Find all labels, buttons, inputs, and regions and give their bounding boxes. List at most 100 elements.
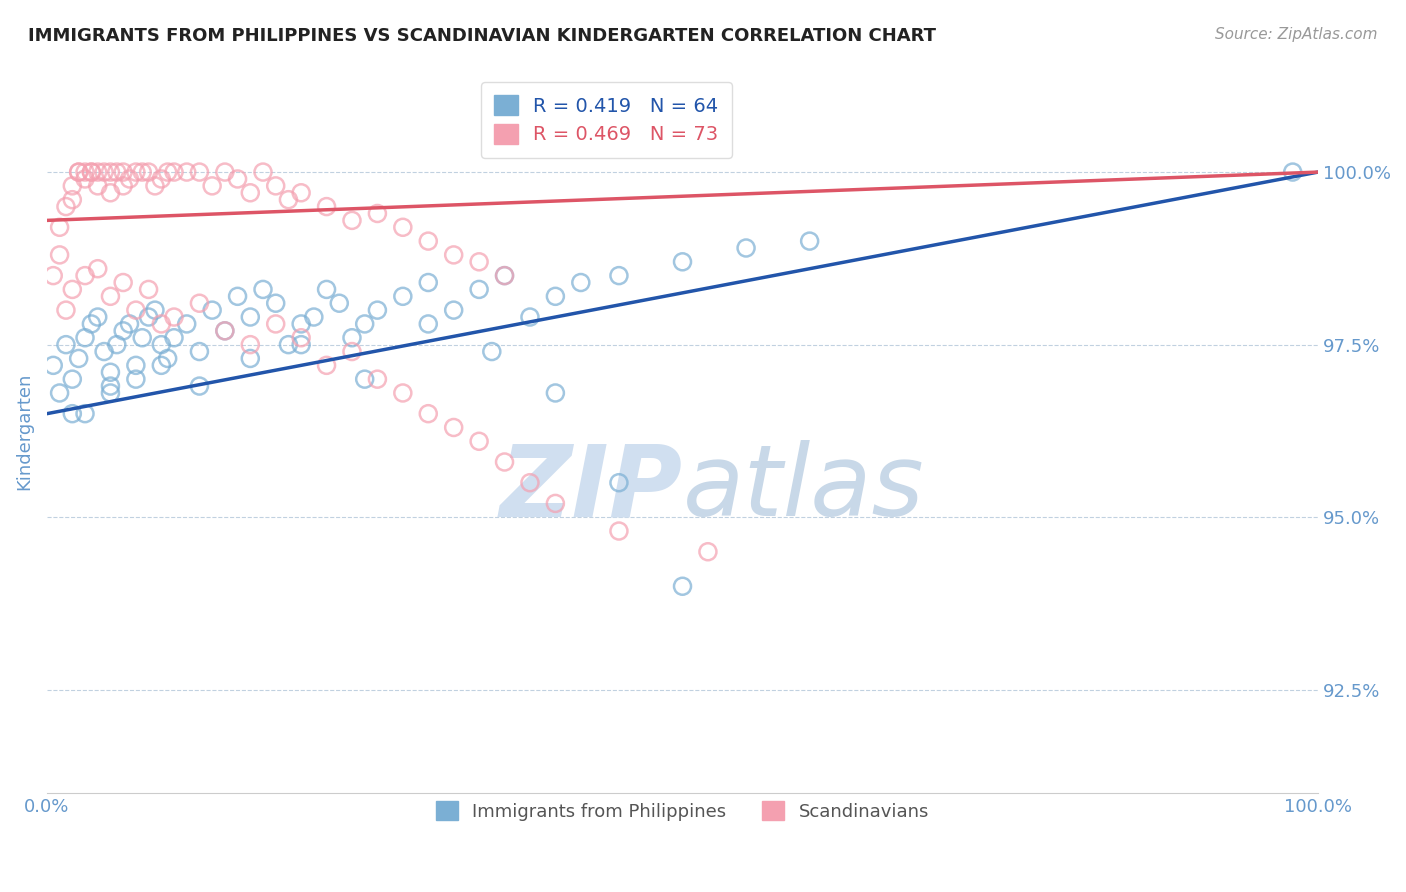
Point: [340, 213, 363, 227]
Point: [87, 261, 110, 276]
Point: [100, 379, 122, 393]
Point: [569, 276, 592, 290]
Point: [60, 178, 83, 193]
Point: [290, 317, 312, 331]
Point: [112, 178, 135, 193]
Point: [73, 165, 96, 179]
Point: [60, 372, 83, 386]
Point: [366, 303, 388, 318]
Point: [55, 337, 77, 351]
Point: [112, 165, 135, 179]
Text: atlas: atlas: [682, 441, 924, 537]
Point: [494, 268, 516, 283]
Point: [799, 234, 821, 248]
Point: [214, 324, 236, 338]
Point: [340, 331, 363, 345]
Point: [125, 359, 148, 373]
Point: [277, 193, 299, 207]
Point: [735, 241, 758, 255]
Point: [494, 455, 516, 469]
Point: [93, 344, 115, 359]
Point: [73, 407, 96, 421]
Point: [392, 289, 415, 303]
Point: [277, 337, 299, 351]
Point: [468, 282, 491, 296]
Point: [42, 268, 65, 283]
Point: [226, 172, 249, 186]
Point: [353, 317, 375, 331]
Point: [105, 337, 128, 351]
Legend: Immigrants from Philippines, Scandinavians: Immigrants from Philippines, Scandinavia…: [422, 787, 943, 835]
Point: [607, 268, 630, 283]
Point: [55, 303, 77, 318]
Point: [67, 165, 90, 179]
Point: [418, 407, 440, 421]
Point: [544, 496, 567, 510]
Text: ZIP: ZIP: [499, 441, 682, 537]
Point: [112, 324, 135, 338]
Point: [392, 386, 415, 401]
Point: [60, 282, 83, 296]
Point: [353, 372, 375, 386]
Point: [87, 178, 110, 193]
Text: IMMIGRANTS FROM PHILIPPINES VS SCANDINAVIAN KINDERGARTEN CORRELATION CHART: IMMIGRANTS FROM PHILIPPINES VS SCANDINAV…: [28, 27, 936, 45]
Point: [671, 579, 693, 593]
Point: [138, 282, 160, 296]
Point: [93, 165, 115, 179]
Text: Source: ZipAtlas.com: Source: ZipAtlas.com: [1215, 27, 1378, 42]
Point: [131, 331, 153, 345]
Point: [150, 317, 173, 331]
Point: [214, 324, 236, 338]
Point: [226, 289, 249, 303]
Point: [443, 248, 465, 262]
Point: [60, 407, 83, 421]
Point: [125, 165, 148, 179]
Point: [156, 165, 179, 179]
Point: [188, 379, 211, 393]
Point: [100, 289, 122, 303]
Y-axis label: Kindergarten: Kindergarten: [15, 372, 32, 490]
Point: [48, 220, 70, 235]
Point: [468, 434, 491, 449]
Point: [328, 296, 350, 310]
Point: [55, 200, 77, 214]
Point: [87, 310, 110, 324]
Point: [67, 351, 90, 366]
Point: [105, 165, 128, 179]
Point: [290, 186, 312, 200]
Point: [544, 386, 567, 401]
Point: [112, 276, 135, 290]
Point: [290, 337, 312, 351]
Point: [239, 351, 262, 366]
Point: [100, 386, 122, 401]
Point: [366, 372, 388, 386]
Point: [150, 337, 173, 351]
Point: [67, 165, 90, 179]
Point: [315, 282, 337, 296]
Point: [252, 282, 274, 296]
Point: [468, 255, 491, 269]
Point: [239, 337, 262, 351]
Point: [214, 165, 236, 179]
Point: [156, 351, 179, 366]
Point: [443, 420, 465, 434]
Point: [131, 165, 153, 179]
Point: [201, 178, 224, 193]
Point: [176, 165, 198, 179]
Point: [264, 296, 287, 310]
Point: [163, 165, 186, 179]
Point: [519, 310, 541, 324]
Point: [290, 331, 312, 345]
Point: [73, 268, 96, 283]
Point: [60, 193, 83, 207]
Point: [100, 165, 122, 179]
Point: [264, 317, 287, 331]
Point: [519, 475, 541, 490]
Point: [315, 359, 337, 373]
Point: [607, 475, 630, 490]
Point: [118, 172, 141, 186]
Point: [697, 545, 720, 559]
Point: [143, 303, 166, 318]
Point: [418, 234, 440, 248]
Point: [671, 255, 693, 269]
